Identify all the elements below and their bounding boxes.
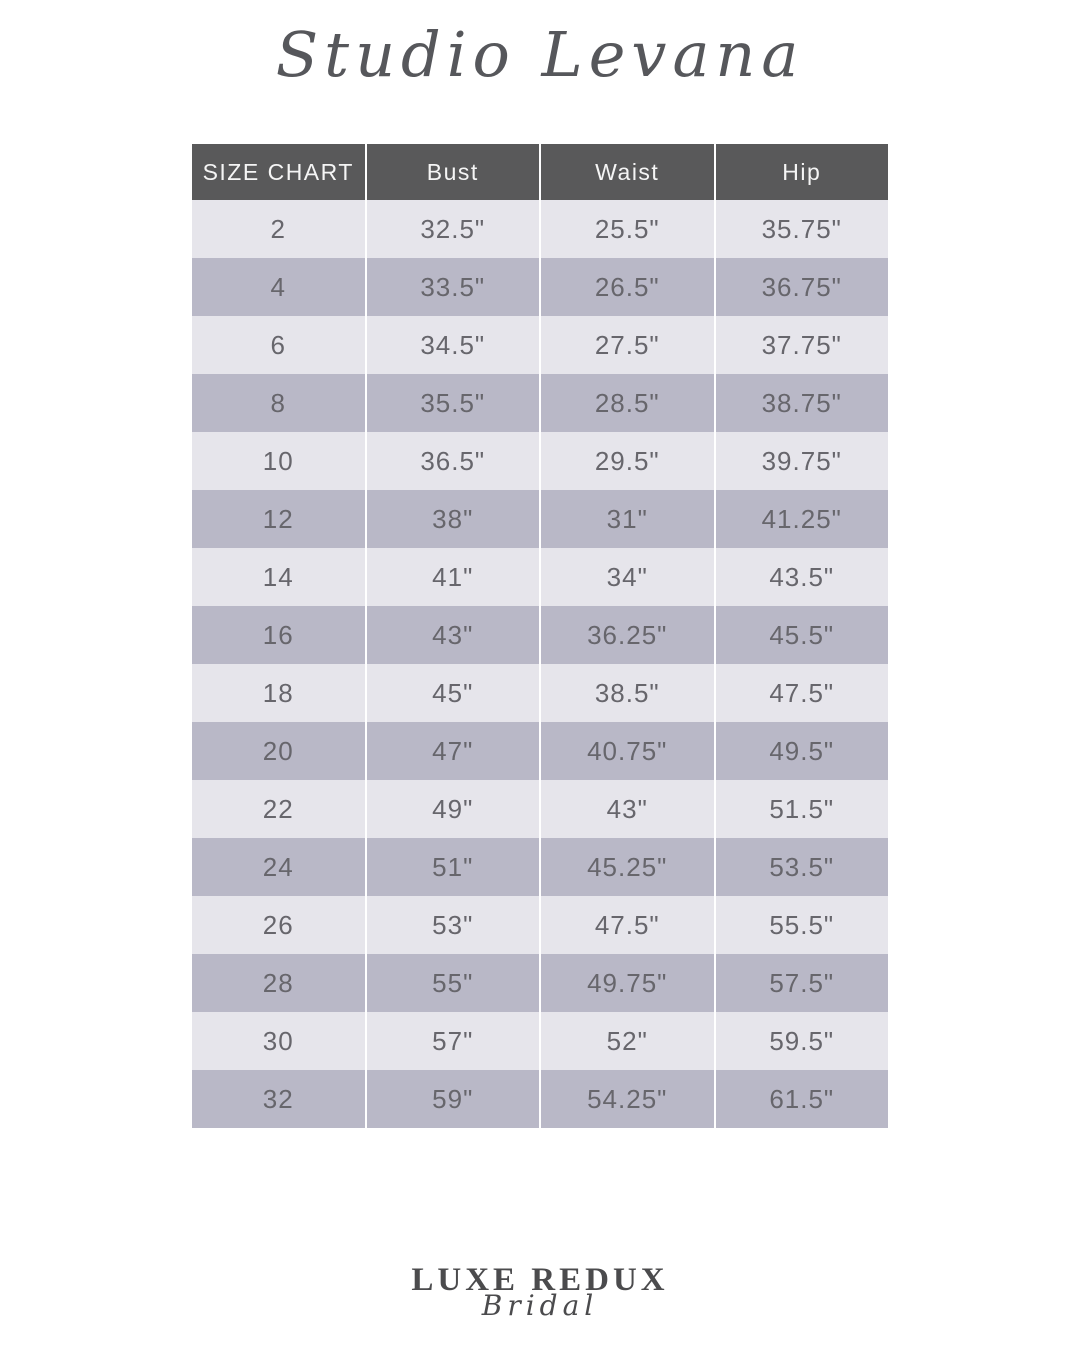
table-cell: 39.75": [715, 432, 888, 490]
table-row: 14 41" 34" 43.5": [192, 548, 888, 606]
table-cell: 57.5": [715, 954, 888, 1012]
table-cell: 26.5": [541, 258, 714, 316]
brand-title: Studio Levana: [275, 18, 805, 91]
table-cell: 32: [192, 1070, 365, 1128]
table-cell: 35.75": [715, 200, 888, 258]
table-cell: 32.5": [366, 200, 539, 258]
table-cell: 14: [192, 548, 365, 606]
table-cell: 34": [541, 548, 714, 606]
table-cell: 59": [366, 1070, 539, 1128]
table-row: 32 59" 54.25" 61.5": [192, 1070, 888, 1128]
table-cell: 36.25": [541, 606, 714, 664]
table-cell: 31": [541, 490, 714, 548]
table-cell: 52": [541, 1012, 714, 1070]
table-cell: 45.25": [541, 838, 714, 896]
table-cell: 35.5": [366, 374, 539, 432]
table-cell: 38": [366, 490, 539, 548]
table-cell: 45.5": [715, 606, 888, 664]
table-cell: 41": [366, 548, 539, 606]
table-row: 10 36.5" 29.5" 39.75": [192, 432, 888, 490]
table-row: 28 55" 49.75" 57.5": [192, 954, 888, 1012]
table-cell: 49": [366, 780, 539, 838]
table-cell: 38.75": [715, 374, 888, 432]
table-cell: 30: [192, 1012, 365, 1070]
size-chart-rows: 2 32.5" 25.5" 35.75" 4 33.5" 26.5" 36.75" 6 34.5"…: [192, 200, 888, 1128]
table-cell: 12: [192, 490, 365, 548]
table-cell: 28.5": [541, 374, 714, 432]
table-cell: 4: [192, 258, 365, 316]
table-cell: 61.5": [715, 1070, 888, 1128]
table-cell: 51.5": [715, 780, 888, 838]
table-cell: 25.5": [541, 200, 714, 258]
table-cell: 37.75": [715, 316, 888, 374]
table-cell: 47.5": [715, 664, 888, 722]
table-cell: 43": [541, 780, 714, 838]
table-cell: 54.25": [541, 1070, 714, 1128]
table-row: 6 34.5" 27.5" 37.75": [192, 316, 888, 374]
table-row: 2 32.5" 25.5" 35.75": [192, 200, 888, 258]
table-cell: 8: [192, 374, 365, 432]
table-row: 30 57" 52" 59.5": [192, 1012, 888, 1070]
table-row: 24 51" 45.25" 53.5": [192, 838, 888, 896]
table-cell: 24: [192, 838, 365, 896]
table-cell: 41.25": [715, 490, 888, 548]
table-cell: 26: [192, 896, 365, 954]
table-cell: 47.5": [541, 896, 714, 954]
table-cell: 49.5": [715, 722, 888, 780]
table-cell: 16: [192, 606, 365, 664]
table-cell: 20: [192, 722, 365, 780]
table-header-bust: Bust: [366, 144, 539, 200]
table-cell: 55": [366, 954, 539, 1012]
table-cell: 18: [192, 664, 365, 722]
table-cell: 43": [366, 606, 539, 664]
table-row: 18 45" 38.5" 47.5": [192, 664, 888, 722]
table-cell: 36.5": [366, 432, 539, 490]
table-cell: 10: [192, 432, 365, 490]
footer-logo: LUXE REDUX Bridal: [0, 1262, 1080, 1322]
table-row: 16 43" 36.25" 45.5": [192, 606, 888, 664]
table-cell: 43.5": [715, 548, 888, 606]
table-cell: 33.5": [366, 258, 539, 316]
table-header-hip: Hip: [715, 144, 888, 200]
table-cell: 38.5": [541, 664, 714, 722]
table-cell: 27.5": [541, 316, 714, 374]
table-cell: 53": [366, 896, 539, 954]
footer-logo-sub: Bridal: [481, 1289, 599, 1322]
table-row: 22 49" 43" 51.5": [192, 780, 888, 838]
table-cell: 6: [192, 316, 365, 374]
table-row: 26 53" 47.5" 55.5": [192, 896, 888, 954]
footer-logo-main: LUXE REDUX: [411, 1262, 669, 1298]
table-cell: 53.5": [715, 838, 888, 896]
table-cell: 55.5": [715, 896, 888, 954]
table-cell: 34.5": [366, 316, 539, 374]
table-row: 8 35.5" 28.5" 38.75": [192, 374, 888, 432]
table-cell: 22: [192, 780, 365, 838]
table-row: 4 33.5" 26.5" 36.75": [192, 258, 888, 316]
table-cell: 36.75": [715, 258, 888, 316]
table-cell: 40.75": [541, 722, 714, 780]
table-cell: 57": [366, 1012, 539, 1070]
table-header-row: SIZE CHART Bust Waist Hip: [192, 144, 888, 200]
table-cell: 28: [192, 954, 365, 1012]
table-row: 12 38" 31" 41.25": [192, 490, 888, 548]
table-cell: 59.5": [715, 1012, 888, 1070]
table-cell: 49.75": [541, 954, 714, 1012]
table-row: 20 47" 40.75" 49.5": [192, 722, 888, 780]
size-chart-table: SIZE CHART Bust Waist Hip 2 32.5" 25.5" 35.…: [192, 144, 888, 1128]
table-cell: 47": [366, 722, 539, 780]
table-cell: 2: [192, 200, 365, 258]
table-cell: 29.5": [541, 432, 714, 490]
table-header-size: SIZE CHART: [192, 144, 365, 200]
table-cell: 51": [366, 838, 539, 896]
table-cell: 45": [366, 664, 539, 722]
table-header-waist: Waist: [541, 144, 714, 200]
